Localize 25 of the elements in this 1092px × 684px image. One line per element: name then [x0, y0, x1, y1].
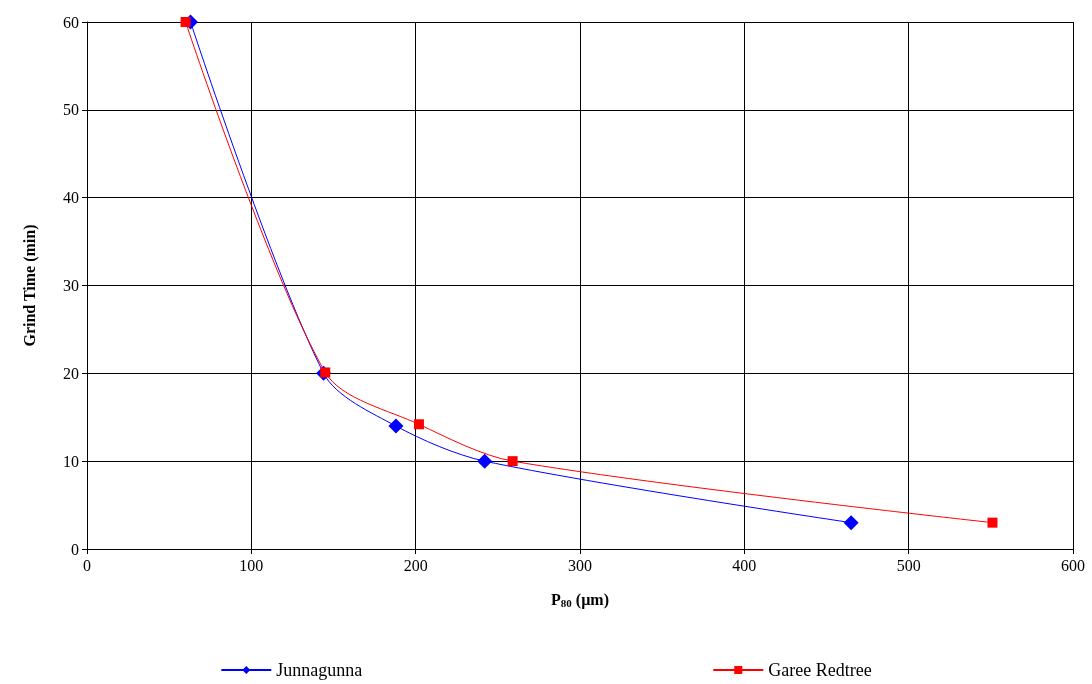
point — [987, 517, 998, 528]
x-tick-label: 0 — [83, 556, 91, 574]
legend-label: Garee Redtree — [768, 660, 872, 680]
x-axis-title: P80 (µm) — [551, 591, 609, 609]
y-tick-label: 0 — [71, 540, 79, 558]
point — [413, 419, 424, 430]
x-tick-label: 400 — [732, 556, 757, 574]
legend-label: Junnagunna — [276, 660, 363, 680]
point — [388, 418, 404, 434]
point — [477, 453, 493, 469]
x-tick-label: 500 — [896, 556, 921, 574]
x-tick-label: 300 — [568, 556, 592, 574]
y-tick-label: 20 — [63, 364, 79, 382]
y-tick-label: 40 — [63, 189, 79, 207]
y-tick-label: 10 — [63, 452, 79, 470]
x-tick-label: 600 — [1061, 556, 1085, 574]
y-tick-label: 50 — [63, 101, 79, 119]
y-tick-label: 30 — [63, 277, 79, 294]
point — [507, 456, 518, 467]
point — [843, 515, 859, 531]
x-tick-label: 200 — [403, 556, 428, 574]
x-tick-label: 100 — [239, 556, 264, 574]
point — [180, 17, 191, 27]
y-tick-label: 60 — [63, 13, 79, 31]
y-axis-title: Grind Time (min) — [20, 224, 39, 347]
